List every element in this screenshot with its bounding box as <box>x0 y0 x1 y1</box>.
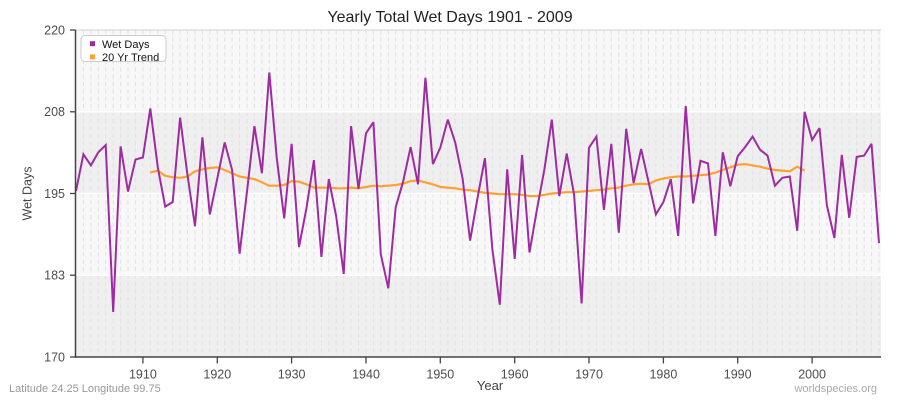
svg-text:1990: 1990 <box>724 368 752 382</box>
svg-text:Wet Days: Wet Days <box>102 39 150 51</box>
svg-text:170: 170 <box>44 350 65 364</box>
svg-text:worldspecies.org: worldspecies.org <box>793 383 877 395</box>
svg-text:1960: 1960 <box>501 368 529 382</box>
svg-text:183: 183 <box>44 269 65 283</box>
svg-text:1970: 1970 <box>575 368 603 382</box>
svg-text:20 Yr Trend: 20 Yr Trend <box>102 52 159 64</box>
svg-text:Year: Year <box>477 378 504 393</box>
svg-text:1980: 1980 <box>649 368 677 382</box>
svg-text:1940: 1940 <box>352 368 380 382</box>
svg-text:1930: 1930 <box>278 368 306 382</box>
svg-text:Yearly Total Wet Days 1901 - 2: Yearly Total Wet Days 1901 - 2009 <box>327 9 572 26</box>
svg-text:Latitude 24.25 Longitude 99.75: Latitude 24.25 Longitude 99.75 <box>9 383 161 395</box>
svg-text:2000: 2000 <box>798 368 826 382</box>
svg-text:208: 208 <box>44 105 65 119</box>
svg-text:220: 220 <box>44 23 65 37</box>
svg-text:1920: 1920 <box>203 368 231 382</box>
svg-text:1950: 1950 <box>426 368 454 382</box>
svg-text:Wet Days: Wet Days <box>21 167 35 221</box>
svg-text:1910: 1910 <box>129 368 157 382</box>
svg-text:195: 195 <box>44 187 65 201</box>
